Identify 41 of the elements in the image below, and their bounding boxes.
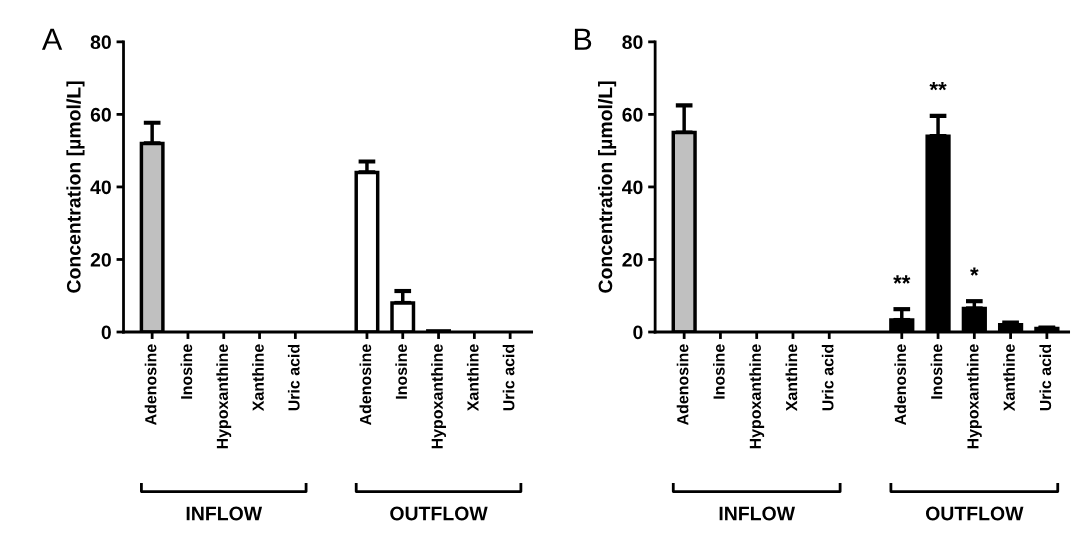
x-tick-label: Inosine: [712, 344, 725, 399]
x-tick-label: Hypoxanthine: [749, 344, 765, 449]
x-tick-label: Xanthine: [1003, 344, 1015, 412]
x-tick-label: Xanthine: [785, 344, 798, 412]
x-tick-label: Uric acid: [287, 344, 300, 411]
x-tick-label: Adenosine: [894, 344, 907, 426]
y-tick-label: 80: [622, 35, 643, 50]
x-tick-label: Xanthine: [252, 344, 264, 412]
x-tick-label: Xanthine: [466, 344, 479, 412]
x-tick-label: Inosine: [395, 344, 408, 399]
x-tick-label: Adenosine: [676, 344, 689, 426]
y-axis-title: Concentration [µmol/L]: [598, 81, 617, 293]
data-label: **: [893, 275, 911, 284]
chart-title: A: [41, 28, 63, 50]
data-label: *: [970, 267, 979, 276]
x-tick-label: Uric acid: [502, 344, 515, 411]
x-tick-label: Uric acid: [821, 344, 834, 411]
text: OUTFLOW: [925, 506, 1024, 521]
x-tick-label: Uric acid: [1039, 344, 1052, 411]
y-tick-label: 20: [622, 252, 643, 267]
chart-title: B: [574, 28, 592, 50]
y-tick-label: 0: [633, 325, 643, 340]
x-tick-label: Inosine: [930, 344, 943, 399]
y-tick-label: 40: [622, 180, 643, 195]
y-tick-label: 60: [622, 107, 643, 122]
data-label: **: [929, 82, 947, 91]
y-axis-title: Concentration [µmol/L]: [66, 81, 85, 293]
text: INFLOW: [719, 506, 796, 521]
x-tick-label: Inosine: [180, 344, 193, 399]
text: INFLOW: [186, 506, 263, 521]
x-tick-label: Adenosine: [144, 344, 157, 426]
x-tick-label: Adenosine: [359, 344, 372, 426]
y-tick-label: 0: [101, 325, 111, 340]
y-tick-label: 80: [90, 35, 111, 50]
x-tick-label: Hypoxanthine: [966, 344, 982, 449]
y-tick-label: 60: [90, 107, 111, 122]
y-tick-label: 20: [90, 252, 111, 267]
y-tick-label: 40: [90, 180, 111, 195]
x-tick-label: Hypoxanthine: [431, 344, 446, 449]
text: OUTFLOW: [390, 506, 488, 521]
x-tick-label: Hypoxanthine: [216, 344, 232, 449]
